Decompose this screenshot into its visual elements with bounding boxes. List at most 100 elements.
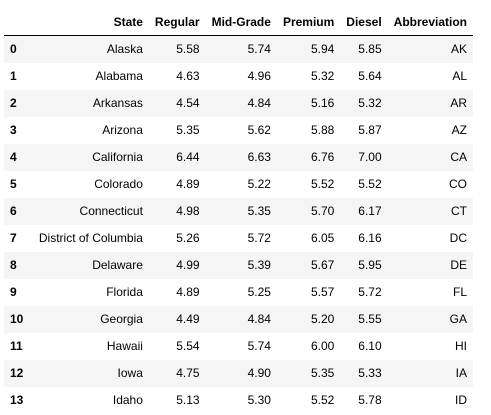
row-index: 7 xyxy=(10,231,17,245)
cell-state: Arkansas xyxy=(92,96,143,110)
table-row: 5 Colorado 4.89 5.22 5.52 5.52 CO xyxy=(4,170,473,198)
cell-mid-grade: 4.84 xyxy=(247,312,271,326)
cell-diesel: 7.00 xyxy=(358,150,382,164)
cell-diesel: 6.16 xyxy=(358,231,382,245)
cell-mid-grade: 5.74 xyxy=(247,339,271,353)
cell-premium: 5.70 xyxy=(310,204,335,218)
cell-abbreviation: IA xyxy=(455,366,467,380)
header-abbreviation: Abbreviation xyxy=(387,8,473,36)
row-index: 5 xyxy=(10,177,17,191)
cell-diesel: 5.78 xyxy=(358,393,382,407)
cell-diesel: 6.17 xyxy=(358,204,382,218)
cell-diesel: 5.87 xyxy=(358,123,382,137)
cell-abbreviation: HI xyxy=(455,339,467,353)
cell-abbreviation: GA xyxy=(449,312,467,326)
cell-abbreviation: CA xyxy=(450,150,467,164)
table-row: 1 Alabama 4.63 4.96 5.32 5.64 AL xyxy=(4,62,473,90)
cell-abbreviation: DE xyxy=(450,258,467,272)
cell-state: Georgia xyxy=(100,312,143,326)
cell-abbreviation: AL xyxy=(452,69,467,83)
cell-premium: 5.94 xyxy=(310,42,335,57)
cell-mid-grade: 5.39 xyxy=(247,258,271,272)
row-index: 1 xyxy=(10,69,17,83)
cell-state: Hawaii xyxy=(106,339,143,353)
row-index: 6 xyxy=(10,204,17,218)
dataframe-table: State Regular Mid-Grade Premium Diesel A… xyxy=(4,8,473,414)
cell-mid-grade: 5.30 xyxy=(247,393,271,407)
cell-mid-grade: 5.35 xyxy=(247,204,271,218)
table-header: State Regular Mid-Grade Premium Diesel A… xyxy=(4,8,473,36)
row-index: 10 xyxy=(10,312,24,326)
cell-diesel: 5.55 xyxy=(358,312,382,326)
cell-mid-grade: 4.84 xyxy=(247,96,271,110)
cell-regular: 4.89 xyxy=(176,285,200,299)
cell-regular: 4.98 xyxy=(176,204,200,218)
cell-state: Idaho xyxy=(112,393,143,407)
cell-premium: 5.16 xyxy=(310,96,335,110)
cell-diesel: 5.95 xyxy=(358,258,382,272)
table-row: 4 California 6.44 6.63 6.76 7.00 CA xyxy=(4,143,473,171)
cell-regular: 5.58 xyxy=(176,42,200,57)
cell-mid-grade: 5.22 xyxy=(247,177,271,191)
cell-premium: 5.88 xyxy=(310,123,335,137)
cell-premium: 6.05 xyxy=(310,231,335,245)
cell-mid-grade: 5.72 xyxy=(247,231,271,245)
cell-mid-grade: 6.63 xyxy=(247,150,271,164)
cell-abbreviation: DC xyxy=(449,231,467,245)
cell-regular: 5.13 xyxy=(176,393,200,407)
cell-premium: 5.52 xyxy=(310,393,335,407)
cell-premium: 5.57 xyxy=(310,285,335,299)
cell-state: Arizona xyxy=(102,123,143,137)
cell-mid-grade: 5.74 xyxy=(247,42,271,57)
cell-diesel: 6.10 xyxy=(358,339,382,353)
cell-regular: 4.49 xyxy=(176,312,200,326)
row-index: 3 xyxy=(10,123,17,137)
cell-regular: 5.54 xyxy=(176,339,200,353)
cell-premium: 5.67 xyxy=(310,258,335,272)
cell-state: Alaska xyxy=(106,42,143,57)
header-state: State xyxy=(32,8,149,36)
cell-premium: 5.32 xyxy=(310,69,335,83)
row-index: 11 xyxy=(10,339,23,353)
table-row: 13 Idaho 5.13 5.30 5.52 5.78 ID xyxy=(4,386,473,414)
cell-abbreviation: FL xyxy=(452,285,467,299)
cell-mid-grade: 5.25 xyxy=(247,285,271,299)
row-index: 0 xyxy=(10,42,17,57)
cell-abbreviation: AK xyxy=(450,42,467,57)
cell-mid-grade: 4.96 xyxy=(247,69,271,83)
table-row: 7 District of Columbia 5.26 5.72 6.05 6.16 DC xyxy=(4,224,473,252)
header-index xyxy=(4,8,33,36)
table-row: 11 Hawaii 5.54 5.74 6.00 6.10 HI xyxy=(4,332,473,360)
row-index: 9 xyxy=(10,285,17,299)
cell-abbreviation: CT xyxy=(451,204,467,218)
cell-regular: 4.54 xyxy=(176,96,200,110)
table-body: 0 Alaska 5.58 5.74 5.94 5.85 AK 1 Alabama 4.63 4.9… xyxy=(4,35,473,414)
cell-diesel: 5.64 xyxy=(358,69,382,83)
header-row: State Regular Mid-Grade Premium Diesel A… xyxy=(4,8,473,36)
cell-premium: 6.76 xyxy=(310,150,335,164)
cell-regular: 4.99 xyxy=(176,258,200,272)
table-row: 3 Arizona 5.35 5.62 5.88 5.87 AZ xyxy=(4,116,473,144)
cell-state: District of Columbia xyxy=(38,231,143,245)
cell-state: Florida xyxy=(106,285,143,299)
table-row: 10 Georgia 4.49 4.84 5.20 5.55 GA xyxy=(4,305,473,333)
table-row: 6 Connecticut 4.98 5.35 5.70 6.17 CT xyxy=(4,197,473,225)
cell-regular: 6.44 xyxy=(176,150,200,164)
table-row: 12 Iowa 4.75 4.90 5.35 5.33 IA xyxy=(4,359,473,387)
cell-premium: 6.00 xyxy=(310,339,335,353)
cell-abbreviation: CO xyxy=(449,177,467,191)
table-row: 9 Florida 4.89 5.25 5.57 5.72 FL xyxy=(4,278,473,306)
cell-state: Iowa xyxy=(117,366,143,380)
row-index: 13 xyxy=(10,393,24,407)
header-mid-grade: Mid-Grade xyxy=(205,8,277,36)
cell-diesel: 5.32 xyxy=(358,96,382,110)
table-row: 0 Alaska 5.58 5.74 5.94 5.85 AK xyxy=(4,35,473,63)
row-index: 2 xyxy=(10,96,17,110)
cell-regular: 4.89 xyxy=(176,177,200,191)
table-row: 2 Arkansas 4.54 4.84 5.16 5.32 AR xyxy=(4,89,473,117)
cell-diesel: 5.85 xyxy=(358,42,382,57)
header-diesel: Diesel xyxy=(340,8,388,36)
cell-abbreviation: AR xyxy=(450,96,467,110)
cell-regular: 5.35 xyxy=(176,123,200,137)
